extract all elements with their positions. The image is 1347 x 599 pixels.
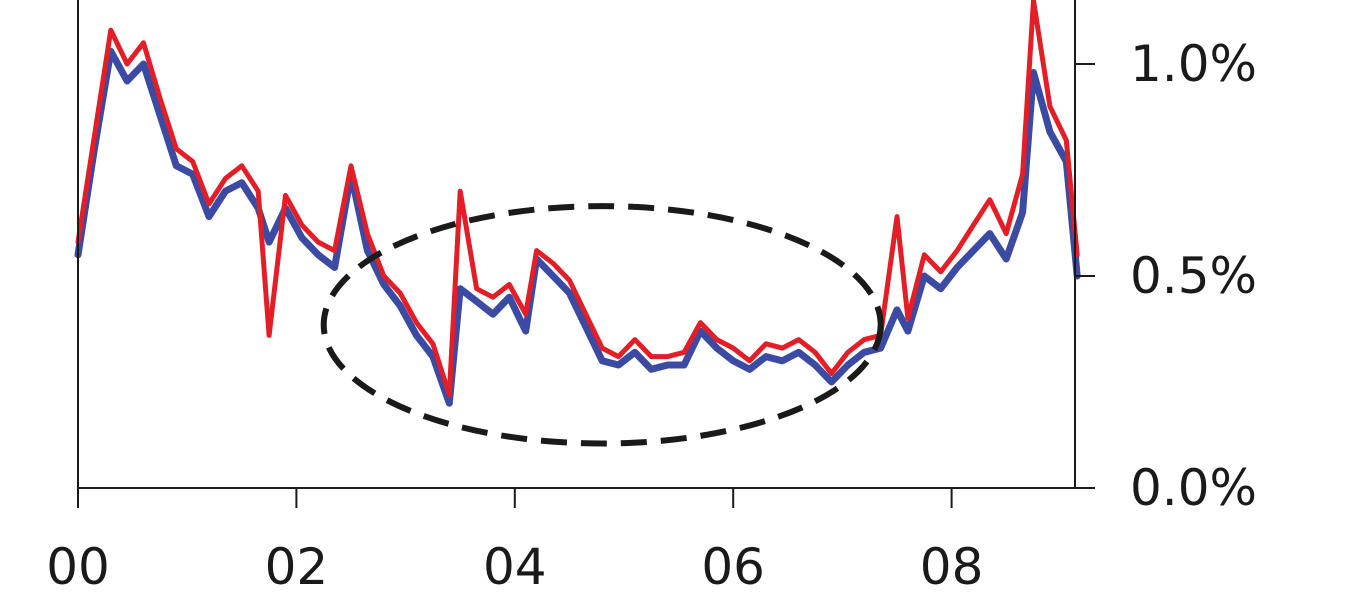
x-tick-label: 06 xyxy=(701,538,765,596)
x-ticks: 00 02 04 06 08 xyxy=(46,488,983,596)
axes-layer xyxy=(77,0,1095,489)
series-line-1 xyxy=(74,47,1081,407)
annotation-layer xyxy=(320,203,884,447)
series-layer xyxy=(74,0,1081,407)
y-tick-label: 1.0% xyxy=(1130,35,1257,93)
y-tick-label: 0.0% xyxy=(1130,459,1257,517)
series-line-2 xyxy=(75,0,1080,398)
x-tick-label: 02 xyxy=(265,538,329,596)
x-tick-label: 08 xyxy=(920,538,984,596)
x-tick-label: 04 xyxy=(483,538,547,596)
y-tick-label: 0.5% xyxy=(1130,247,1257,305)
ticks-layer: 00 02 04 06 08 0.0% 0.5% 1.0% xyxy=(46,35,1257,596)
dashed-ellipse-annotation xyxy=(320,203,884,447)
y-ticks: 0.0% 0.5% 1.0% xyxy=(1075,35,1257,517)
x-tick-label: 00 xyxy=(46,538,110,596)
